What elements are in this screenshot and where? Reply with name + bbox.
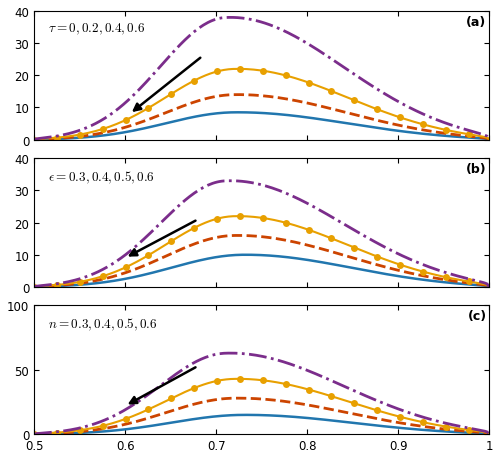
Text: (a): (a) [466,16,486,29]
Text: (c): (c) [468,310,486,323]
Text: (b): (b) [466,163,486,176]
Text: $\tau = 0,0.2,0.4,0.6$: $\tau = 0,0.2,0.4,0.6$ [48,22,145,38]
Text: $\epsilon = 0.3,0.4,0.5,0.6$: $\epsilon = 0.3,0.4,0.5,0.6$ [48,169,154,185]
Text: $n = 0.3,0.4,0.5,0.6$: $n = 0.3,0.4,0.5,0.6$ [48,316,157,332]
